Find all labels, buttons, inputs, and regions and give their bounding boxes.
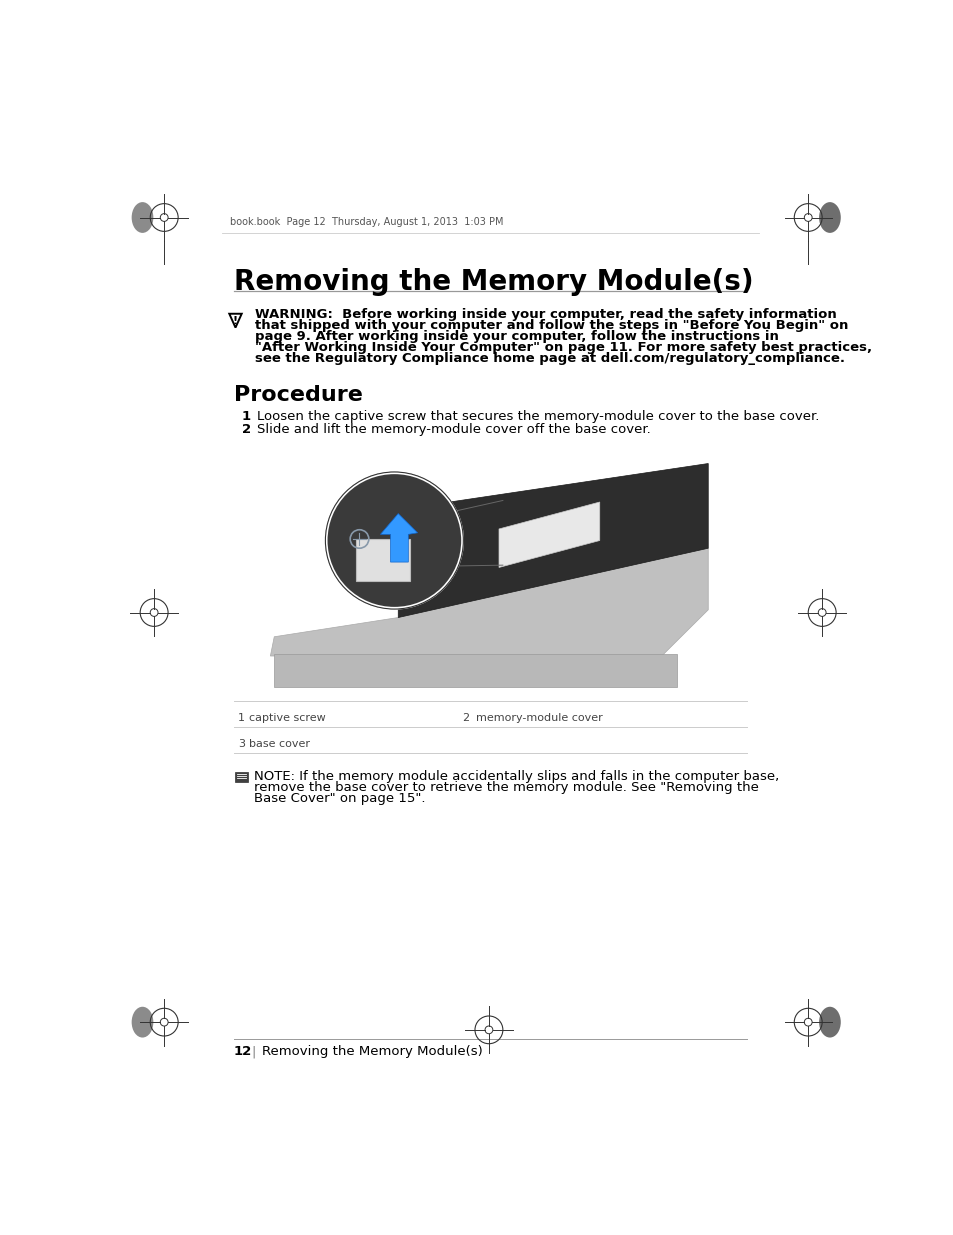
Text: |: | — [251, 1045, 255, 1058]
Circle shape — [326, 473, 462, 609]
Text: base cover: base cover — [249, 740, 310, 750]
Text: Removing the Memory Module(s): Removing the Memory Module(s) — [261, 1045, 482, 1058]
Text: that shipped with your computer and follow the steps in "Before You Begin" on: that shipped with your computer and foll… — [254, 319, 847, 332]
Polygon shape — [270, 548, 707, 656]
Text: Removing the Memory Module(s): Removing the Memory Module(s) — [233, 268, 753, 295]
Text: Base Cover" on page 15".: Base Cover" on page 15". — [253, 793, 425, 805]
Text: WARNING:  Before working inside your computer, read the safety information: WARNING: Before working inside your comp… — [254, 308, 836, 321]
Text: memory-module cover: memory-module cover — [476, 713, 602, 722]
Ellipse shape — [132, 203, 153, 233]
Text: Procedure: Procedure — [233, 385, 362, 405]
Text: 3: 3 — [237, 740, 245, 750]
Text: 1: 1 — [237, 713, 245, 722]
Text: Slide and lift the memory-module cover off the base cover.: Slide and lift the memory-module cover o… — [257, 422, 650, 436]
Text: 12: 12 — [233, 1045, 252, 1058]
Text: 2: 2 — [462, 713, 469, 722]
Text: 1: 1 — [241, 410, 251, 422]
Text: book.book  Page 12  Thursday, August 1, 2013  1:03 PM: book.book Page 12 Thursday, August 1, 20… — [230, 216, 503, 227]
Text: page 9. After working inside your computer, follow the instructions in: page 9. After working inside your comput… — [254, 330, 778, 343]
FancyBboxPatch shape — [355, 538, 410, 580]
Polygon shape — [397, 463, 707, 618]
Polygon shape — [274, 655, 677, 687]
Polygon shape — [380, 514, 417, 562]
Bar — [235, 772, 248, 782]
Text: captive screw: captive screw — [249, 713, 326, 722]
Polygon shape — [498, 501, 599, 567]
Text: see the Regulatory Compliance home page at dell.com/regulatory_compliance.: see the Regulatory Compliance home page … — [254, 352, 844, 366]
Text: "After Working Inside Your Computer" on page 11. For more safety best practices,: "After Working Inside Your Computer" on … — [254, 341, 871, 354]
Text: remove the base cover to retrieve the memory module. See "Removing the: remove the base cover to retrieve the me… — [253, 782, 759, 794]
Ellipse shape — [819, 203, 840, 233]
Text: !: ! — [233, 316, 238, 326]
Text: 2: 2 — [241, 422, 251, 436]
Text: NOTE: If the memory module accidentally slips and falls in the computer base,: NOTE: If the memory module accidentally … — [253, 769, 779, 783]
Text: Loosen the captive screw that secures the memory-module cover to the base cover.: Loosen the captive screw that secures th… — [257, 410, 819, 422]
Ellipse shape — [819, 1007, 840, 1037]
Ellipse shape — [132, 1007, 153, 1037]
